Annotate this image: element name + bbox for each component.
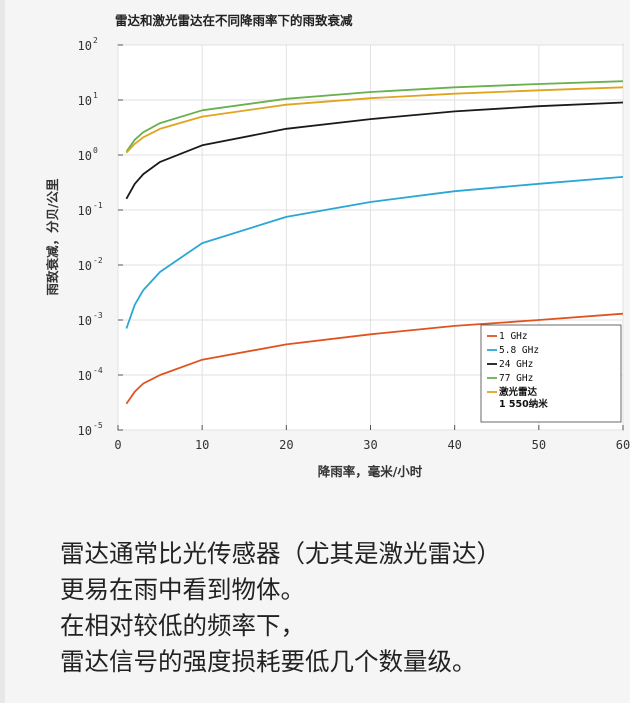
y-tick-exponent: 2 xyxy=(93,36,98,45)
series-line-0 xyxy=(125,312,624,405)
series-line-1 xyxy=(125,176,624,329)
left-edge-bar xyxy=(0,0,5,703)
x-tick-label: 20 xyxy=(279,438,293,452)
caption-line-3: 在相对较低的频率下， xyxy=(60,611,305,640)
caption-line-2: 更易在雨中看到物体。 xyxy=(60,575,305,604)
caption: 雷达通常比光传感器（尤其是激光雷达） 更易在雨中看到物体。 在相对较低的频率下，… xyxy=(60,536,620,680)
y-tick-label: 10 xyxy=(78,259,92,273)
x-tick-label: 10 xyxy=(195,438,209,452)
legend-box xyxy=(480,324,622,423)
y-axis-label: 雨致衰减，分贝/公里 xyxy=(45,178,60,296)
series-line-4 xyxy=(125,86,624,154)
y-tick-exponent: -3 xyxy=(93,311,103,320)
x-tick-label: 50 xyxy=(532,438,546,452)
x-axis-label: 降雨率，毫米/小时 xyxy=(318,464,423,479)
y-tick-exponent: 0 xyxy=(93,146,98,155)
series-line-3 xyxy=(125,80,624,153)
x-tick-label: 0 xyxy=(114,438,121,452)
x-tick-label: 40 xyxy=(447,438,461,452)
y-tick-label: 10 xyxy=(78,314,92,328)
legend-label-4: 激光雷达 xyxy=(499,386,538,398)
caption-line-1: 雷达通常比光传感器（尤其是激光雷达） xyxy=(60,539,501,568)
legend-label-0: 1 GHz xyxy=(499,331,528,342)
legend-label-4: 1 550纳米 xyxy=(499,398,548,410)
y-tick-label: 10 xyxy=(78,94,92,108)
y-tick-exponent: -2 xyxy=(93,256,103,265)
y-tick-exponent: -1 xyxy=(93,201,103,210)
legend-label-1: 5.8 GHz xyxy=(499,345,539,356)
caption-line-4: 雷达信号的强度损耗要低几个数量级。 xyxy=(60,647,477,676)
chart-title: 雷达和激光雷达在不同降雨率下的雨致衰减 xyxy=(115,13,353,28)
y-tick-exponent: -5 xyxy=(93,421,103,430)
y-tick-label: 10 xyxy=(78,39,92,53)
y-tick-label: 10 xyxy=(78,424,92,438)
legend-label-3: 77 GHz xyxy=(499,373,533,384)
y-tick-exponent: -4 xyxy=(93,366,103,375)
legend-label-2: 24 GHz xyxy=(499,359,533,370)
y-tick-label: 10 xyxy=(78,369,92,383)
y-tick-label: 10 xyxy=(78,149,92,163)
series-lines xyxy=(125,80,624,405)
x-tick-label: 60 xyxy=(616,438,630,452)
series-line-2 xyxy=(125,101,624,200)
x-axis-ticks: 0 10 20 30 40 50 60 xyxy=(114,425,630,452)
y-tick-exponent: 1 xyxy=(93,91,98,100)
x-tick-label: 30 xyxy=(363,438,377,452)
y-tick-label: 10 xyxy=(78,204,92,218)
